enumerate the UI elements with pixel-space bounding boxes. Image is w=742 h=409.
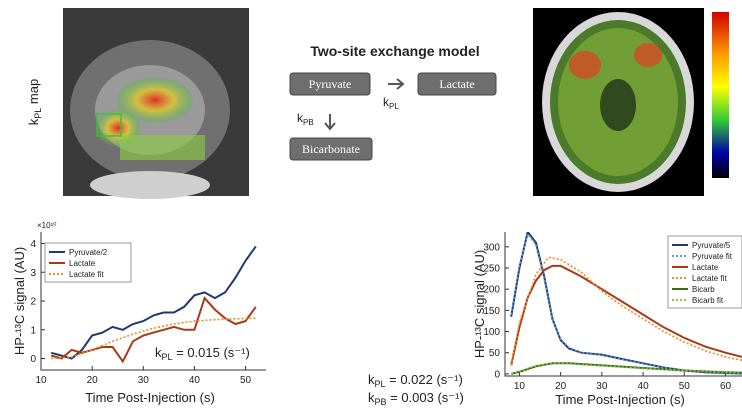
box-label: Pyruvate bbox=[309, 77, 352, 91]
annotation-sub: PB bbox=[375, 397, 387, 407]
map-label-rest: map bbox=[26, 79, 41, 108]
y-tick-label: 2 bbox=[30, 297, 36, 308]
x-tick-label: 40 bbox=[638, 381, 650, 392]
annotation-sub: PL bbox=[162, 352, 173, 362]
legend-label: Lactate bbox=[69, 259, 96, 268]
legend-label: Lactate fit bbox=[69, 270, 104, 279]
annotation: kPL = 0.015 (s⁻¹) bbox=[155, 345, 250, 362]
map-label-sub: PL bbox=[33, 108, 43, 119]
y-exponent: ×10¹⁰ bbox=[37, 221, 56, 230]
annotation: kPL = 0.022 (s⁻¹) bbox=[368, 372, 463, 389]
annotation-rest: = 0.022 (s⁻¹) bbox=[386, 372, 463, 387]
map-label: kPL map bbox=[26, 79, 43, 125]
colorbar bbox=[712, 12, 729, 178]
annotation-rest: = 0.003 (s⁻¹) bbox=[387, 390, 464, 405]
y-axis-label: HP-¹³C signal (AU) bbox=[12, 247, 27, 355]
rate-sub: PB bbox=[303, 118, 314, 127]
y-tick-label: 4 bbox=[30, 239, 36, 250]
figure: kPL map Two-site exchange model Pyruvate… bbox=[0, 0, 742, 409]
arrow bbox=[388, 79, 403, 89]
page: {"figure": { "map_label": {"k": "k", "su… bbox=[0, 0, 742, 409]
x-tick-label: 10 bbox=[514, 381, 526, 392]
x-tick-label: 50 bbox=[240, 375, 252, 386]
x-tick-label: 40 bbox=[189, 375, 201, 386]
model-title: Two-site exchange model bbox=[310, 43, 479, 59]
box-label: Lactate bbox=[439, 77, 474, 91]
annotation-rest: = 0.015 (s⁻¹) bbox=[173, 345, 250, 360]
y-tick-label: 3 bbox=[30, 268, 36, 279]
legend-label: Bicarb bbox=[692, 285, 715, 294]
y-tick-label: 1 bbox=[30, 325, 36, 336]
x-tick-label: 60 bbox=[720, 381, 732, 392]
y-tick-label: 0 bbox=[494, 369, 500, 380]
x-tick-label: 30 bbox=[596, 381, 608, 392]
y-axis-label: HP-¹³C signal (AU) bbox=[472, 250, 487, 358]
x-tick-label: 20 bbox=[87, 375, 99, 386]
x-tick-label: 30 bbox=[138, 375, 150, 386]
arrow bbox=[325, 114, 335, 129]
x-tick-label: 10 bbox=[35, 375, 47, 386]
legend-label: Pyruvate/2 bbox=[69, 248, 108, 257]
y-tick-label: 50 bbox=[489, 348, 501, 359]
x-tick-label: 20 bbox=[555, 381, 567, 392]
rate-label: kPL bbox=[383, 95, 399, 111]
prostate-image bbox=[63, 8, 249, 199]
rate-sub: PL bbox=[389, 102, 399, 111]
x-tick-label: 50 bbox=[679, 381, 691, 392]
legend-label: Pyruvate fit bbox=[692, 252, 733, 261]
annotation: kPB = 0.003 (s⁻¹) bbox=[368, 390, 464, 407]
rate-label: kPB bbox=[297, 111, 314, 127]
x-axis-label: Time Post-Injection (s) bbox=[555, 392, 685, 407]
legend-label: Lactate bbox=[692, 263, 719, 272]
annotation-sub: PL bbox=[375, 379, 386, 389]
legend-label: Pyruvate/5 bbox=[692, 241, 731, 250]
x-axis-label: Time Post-Injection (s) bbox=[85, 390, 215, 405]
y-tick-label: 0 bbox=[30, 354, 36, 365]
box-label: Bicarbonate bbox=[302, 142, 360, 156]
legend-label: Bicarb fit bbox=[692, 296, 724, 305]
brain-image bbox=[533, 8, 704, 196]
legend-label: Lactate fit bbox=[692, 274, 727, 283]
series-line bbox=[511, 363, 742, 374]
